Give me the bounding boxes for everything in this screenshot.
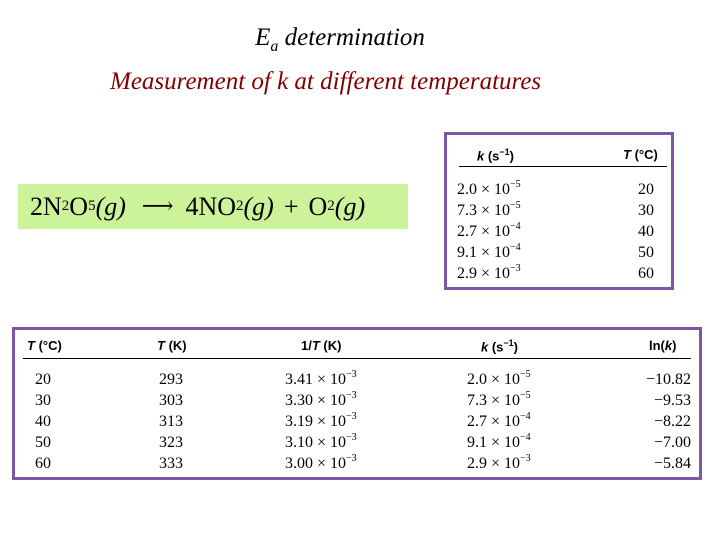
title-subscript: a: [270, 38, 279, 55]
inverse-temperature-cell: 3.00 × 10−3: [285, 453, 357, 473]
k-column: 2.0 × 10−5 7.3 × 10−5 2.7 × 10−4 9.1 × 10−4…: [457, 179, 521, 284]
k-column: 2.0 × 10−5 7.3 × 10−5 2.7 × 10−4 9.1 × 10−4…: [467, 369, 531, 474]
temperature-celsius-cell: 40: [35, 413, 51, 430]
k-cell: 2.7 × 10−4: [467, 411, 531, 431]
ln-k-cell: −10.82: [645, 371, 691, 388]
temperature-celsius-cell: 50: [35, 434, 51, 451]
inverse-temperature-cell: 3.30 × 10−3: [285, 390, 357, 410]
inverse-temperature-cell: 3.10 × 10−3: [285, 432, 357, 452]
k-cell: 2.9 × 10−3: [467, 453, 531, 473]
header-inverse-t: 1/T (K): [301, 338, 342, 353]
temperature-celsius-column: 20 30 40 50 60: [35, 369, 51, 474]
ln-k-cell: −7.00: [653, 434, 691, 451]
reaction-equation: 2N 2 O 5 (g) ⟶ 4NO 2 (g) + O 2 (g): [18, 184, 408, 229]
ln-k-cell: −5.84: [653, 455, 691, 472]
inverse-temperature-cell: 3.19 × 10−3: [285, 411, 357, 431]
temperature-column: 20 30 40 50 60: [627, 179, 665, 284]
k-vs-temperature-table: k (s−1) T (°C) 2.0 × 10−5 7.3 × 10−5 2.7 ×…: [444, 132, 674, 290]
ln-k-column: −10.82 −9.53 −8.22 −7.00 −5.84: [605, 369, 691, 474]
header-t-celsius: T (°C): [623, 147, 658, 162]
temperature-kelvin-cell: 313: [159, 413, 183, 430]
temperature-cell: 30: [638, 202, 654, 219]
title-e: E: [255, 24, 271, 51]
temperature-celsius-cell: 30: [35, 392, 51, 409]
ln-k-cell: −8.22: [653, 413, 691, 430]
temperature-kelvin-cell: 333: [159, 455, 183, 472]
header-k: k (s−1): [477, 147, 515, 164]
k-cell: 2.0 × 10−5: [467, 369, 531, 389]
temperature-celsius-cell: 60: [35, 455, 51, 472]
k-cell: 9.1 × 10−4: [467, 432, 531, 452]
k-cell: 2.0 × 10−5: [457, 179, 521, 199]
ln-k-cell: −9.53: [653, 392, 691, 409]
temperature-cell: 20: [638, 181, 654, 198]
plus-sign: +: [283, 191, 299, 221]
header-ln-k: ln(k): [649, 338, 677, 353]
temperature-kelvin-cell: 323: [159, 434, 183, 451]
temperature-kelvin-column: 293 303 313 323 333: [159, 369, 183, 474]
temperature-kelvin-cell: 303: [159, 392, 183, 409]
reaction-arrow-icon: ⟶: [141, 194, 174, 219]
inverse-temperature-cell: 3.41 × 10−3: [285, 369, 357, 389]
header-t-celsius: T (°C): [27, 338, 62, 353]
temperature-cell: 40: [638, 223, 654, 240]
slide-subtitle: Measurement of k at different temperatur…: [110, 68, 542, 95]
header-rule: [459, 166, 667, 167]
k-cell: 7.3 × 10−5: [457, 200, 521, 220]
temperature-cell: 60: [638, 265, 654, 282]
k-cell: 9.1 × 10−4: [457, 242, 521, 262]
temperature-cell: 50: [638, 244, 654, 261]
title-rest: determination: [278, 24, 425, 51]
header-rule: [23, 358, 691, 359]
header-t-kelvin: T (K): [157, 338, 187, 353]
k-cell: 7.3 × 10−5: [467, 390, 531, 410]
k-cell: 2.9 × 10−3: [457, 263, 521, 283]
header-k: k (s−1): [481, 338, 519, 355]
inverse-temperature-column: 3.41 × 10−3 3.30 × 10−3 3.19 × 10−3 3.10 × …: [285, 369, 357, 474]
arrhenius-data-table: T (°C) T (K) 1/T (K) k (s−1) ln(k) 20 30 4…: [12, 327, 702, 480]
temperature-kelvin-cell: 293: [159, 371, 183, 388]
slide-title: Ea determination: [0, 24, 680, 56]
k-cell: 2.7 × 10−4: [457, 221, 521, 241]
temperature-celsius-cell: 20: [35, 371, 51, 388]
